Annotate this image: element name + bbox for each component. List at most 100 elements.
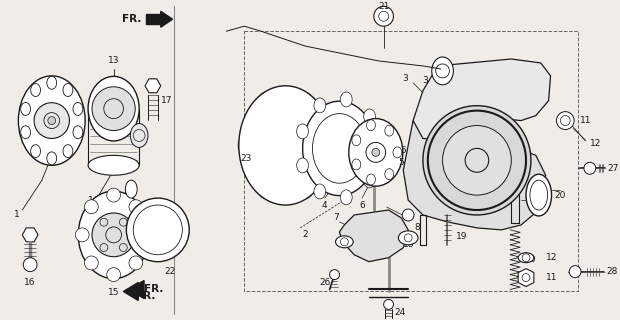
Ellipse shape [30,145,40,157]
Ellipse shape [88,76,139,141]
Polygon shape [413,59,551,140]
Bar [108,97,118,107]
Text: 16: 16 [24,278,36,287]
Text: 11: 11 [546,273,557,282]
Bar [122,111,132,121]
Ellipse shape [130,124,148,148]
Text: 2: 2 [303,230,308,239]
Circle shape [126,198,189,262]
Circle shape [443,125,512,195]
Circle shape [423,106,531,215]
Circle shape [384,300,394,309]
Circle shape [75,228,89,242]
Ellipse shape [88,155,139,175]
Ellipse shape [47,152,56,165]
Bar [244,31,578,292]
Ellipse shape [303,101,376,196]
Polygon shape [128,281,144,299]
Circle shape [48,116,56,124]
Ellipse shape [432,57,453,85]
Ellipse shape [78,191,149,279]
Text: 1: 1 [14,211,19,220]
Text: FR.: FR. [136,292,156,301]
Ellipse shape [364,109,376,124]
Ellipse shape [296,124,308,139]
Ellipse shape [340,190,352,205]
Ellipse shape [73,102,83,116]
Text: 27: 27 [608,164,619,173]
Text: 15: 15 [108,288,120,297]
Ellipse shape [352,159,361,170]
Text: 23: 23 [241,154,252,163]
Ellipse shape [239,86,332,205]
Ellipse shape [314,184,326,199]
Ellipse shape [366,174,375,185]
Text: 13: 13 [108,56,120,66]
Text: 4: 4 [322,201,327,210]
Circle shape [129,256,143,270]
Ellipse shape [518,253,534,263]
Text: 6: 6 [359,201,365,210]
Circle shape [330,270,340,280]
Circle shape [84,256,98,270]
Circle shape [107,188,120,202]
Text: 18: 18 [404,240,415,249]
Text: 12: 12 [546,253,557,262]
Ellipse shape [19,76,85,165]
Text: 26: 26 [319,278,330,287]
Ellipse shape [399,231,418,245]
Text: 11: 11 [580,116,591,125]
Polygon shape [161,11,172,27]
Ellipse shape [314,98,326,113]
Ellipse shape [366,120,375,131]
Bar [94,97,105,107]
Polygon shape [403,121,546,230]
Ellipse shape [335,236,353,248]
Ellipse shape [63,145,73,157]
Polygon shape [22,228,38,242]
Circle shape [24,258,37,272]
Text: FR.: FR. [122,14,141,24]
Circle shape [92,87,135,131]
Circle shape [84,200,98,214]
Ellipse shape [526,174,552,216]
Text: 17: 17 [161,96,172,105]
Polygon shape [146,14,161,24]
Polygon shape [518,268,534,286]
Circle shape [34,103,69,139]
Circle shape [92,213,135,257]
Ellipse shape [385,169,394,180]
Ellipse shape [20,126,30,139]
Circle shape [557,112,574,130]
Text: 20: 20 [555,191,566,200]
Text: 12: 12 [590,139,601,148]
Ellipse shape [47,76,56,89]
Polygon shape [123,283,138,300]
Ellipse shape [296,158,308,173]
Ellipse shape [352,135,361,146]
Ellipse shape [63,84,73,97]
Ellipse shape [385,125,394,136]
Circle shape [402,209,414,221]
Circle shape [372,148,379,156]
Circle shape [107,268,120,282]
Text: 14: 14 [88,196,100,204]
Circle shape [569,266,581,277]
Text: 3: 3 [422,76,428,85]
Text: 3: 3 [402,74,408,83]
Text: 5: 5 [401,146,406,155]
Text: 19: 19 [456,232,467,241]
Text: 22: 22 [164,267,175,276]
Bar [108,111,118,121]
Text: 5: 5 [399,158,404,167]
Text: 24: 24 [395,308,406,317]
Polygon shape [340,210,408,262]
Text: 21: 21 [378,2,389,11]
Circle shape [138,228,152,242]
Text: 10: 10 [525,255,537,264]
Text: 7: 7 [334,213,339,222]
Text: 9: 9 [526,201,532,210]
Text: 8: 8 [414,223,420,232]
Ellipse shape [349,119,403,186]
Bar [122,97,132,107]
